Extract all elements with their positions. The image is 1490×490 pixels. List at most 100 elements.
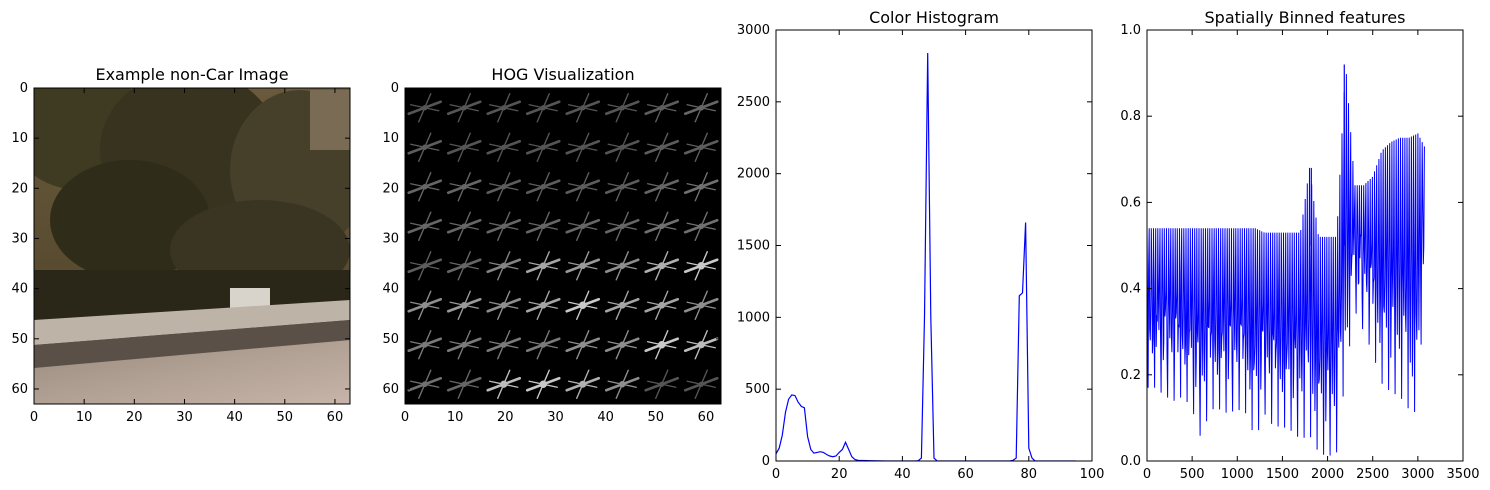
spatial-axes: 0 500 1000 1500 2000 2500 3000 3500 0.0 0.2 0.4 0.6… — [1120, 23, 1479, 482]
x-tick-label: 0 — [401, 410, 409, 425]
x-tick-label: 10 — [76, 410, 93, 425]
histogram-series — [776, 52, 1077, 461]
hog-cell — [644, 330, 680, 360]
hog-cell — [407, 369, 443, 399]
x-tick-label: 80 — [1021, 467, 1038, 482]
hog-cell — [683, 132, 719, 162]
hog-cell — [446, 290, 482, 320]
hog-cell — [604, 172, 640, 202]
hog-cell — [565, 251, 601, 281]
x-tick-label: 40 — [226, 410, 243, 425]
y-tick-label: 40 — [382, 282, 399, 297]
hog-cell — [446, 132, 482, 162]
x-tick-label: 100 — [1080, 467, 1105, 482]
panel-spatial-features: Spatially Binned features 0 500 1000 1500 20… — [1120, 8, 1479, 482]
x-tick-label: 500 — [1180, 467, 1205, 482]
x-tick-label: 30 — [547, 410, 564, 425]
y-tick-label: 0.2 — [1120, 368, 1141, 383]
hog-cell — [683, 93, 719, 123]
spatial-frame — [1146, 29, 1464, 462]
panel-example-image: Example non-Car Image 0 10 20 30 40 50 6001020… — [11, 65, 351, 425]
y-tick-label: 60 — [11, 382, 28, 397]
x-tick-label: 60 — [327, 410, 344, 425]
y-tick-label: 1000 — [737, 310, 770, 325]
hog-cell — [565, 369, 601, 399]
y-tick-label: 10 — [382, 131, 399, 146]
x-tick-label: 20 — [831, 467, 848, 482]
hog-cell — [486, 369, 522, 399]
panel-title: HOG Visualization — [491, 65, 634, 84]
y-tick-label: 50 — [11, 332, 28, 347]
hog-cell — [486, 251, 522, 281]
y-tick-label: 0.0 — [1120, 454, 1141, 469]
hog-cell — [604, 330, 640, 360]
hog-cell — [407, 251, 443, 281]
hog-cell — [644, 172, 680, 202]
hog-cell — [604, 211, 640, 241]
x-tick-label: 20 — [497, 410, 514, 425]
hog-cell — [525, 211, 561, 241]
y-tick-label: 0 — [391, 81, 399, 96]
hog-cell — [604, 93, 640, 123]
x-tick-label: 0 — [1143, 467, 1151, 482]
hog-cell — [644, 211, 680, 241]
hog-cell — [407, 172, 443, 202]
hog-cell — [565, 93, 601, 123]
hog-cell — [486, 93, 522, 123]
hog-cell — [565, 132, 601, 162]
hog-cell — [446, 369, 482, 399]
hog-cell — [486, 172, 522, 202]
hog-background — [405, 88, 721, 404]
y-tick-label: 60 — [382, 382, 399, 397]
hog-cell — [644, 132, 680, 162]
chart-title: Spatially Binned features — [1205, 8, 1406, 27]
x-tick-label: 30 — [176, 410, 193, 425]
x-tick-label: 1000 — [1221, 467, 1254, 482]
hog-cell — [565, 211, 601, 241]
hog-cell — [486, 290, 522, 320]
hog-cell — [644, 93, 680, 123]
hog-cell — [446, 172, 482, 202]
y-tick-label: 2000 — [737, 167, 770, 182]
y-tick-label: 0.8 — [1120, 109, 1141, 124]
hog-cell — [446, 93, 482, 123]
hog-cells — [407, 93, 719, 399]
x-tick-label: 50 — [648, 410, 665, 425]
hog-cell — [683, 369, 719, 399]
histogram-frame — [775, 29, 1093, 462]
example-photo — [34, 88, 350, 404]
hog-cell — [486, 132, 522, 162]
image-frame — [33, 87, 351, 405]
panel-color-histogram: Color Histogram 0 20 40 60 80 100050010001500… — [737, 8, 1105, 482]
x-tick-label: 60 — [698, 410, 715, 425]
y-tick-label: 0.6 — [1120, 195, 1141, 210]
chart-title: Color Histogram — [869, 8, 999, 27]
y-tick-label: 30 — [11, 231, 28, 246]
y-tick-label: 1.0 — [1120, 23, 1141, 38]
x-tick-label: 10 — [447, 410, 464, 425]
y-tick-label: 50 — [382, 332, 399, 347]
y-tick-label: 40 — [11, 282, 28, 297]
hog-cell — [604, 369, 640, 399]
x-tick-label: 2500 — [1356, 467, 1389, 482]
x-tick-label: 1500 — [1266, 467, 1299, 482]
hog-cell — [486, 211, 522, 241]
hog-cell — [486, 330, 522, 360]
y-tick-label: 20 — [11, 181, 28, 196]
hog-cell — [565, 290, 601, 320]
hog-cell — [644, 369, 680, 399]
y-tick-label: 30 — [382, 231, 399, 246]
hog-cell — [604, 132, 640, 162]
panel-hog: HOG Visualization 0 10 20 30 40 50 60010203040… — [382, 65, 722, 425]
x-tick-label: 3500 — [1446, 467, 1479, 482]
hog-cell — [644, 290, 680, 320]
x-tick-label: 3000 — [1401, 467, 1434, 482]
spatial-features-line — [1147, 74, 1425, 456]
y-tick-label: 10 — [11, 131, 28, 146]
x-tick-label: 40 — [597, 410, 614, 425]
hog-cell — [644, 251, 680, 281]
